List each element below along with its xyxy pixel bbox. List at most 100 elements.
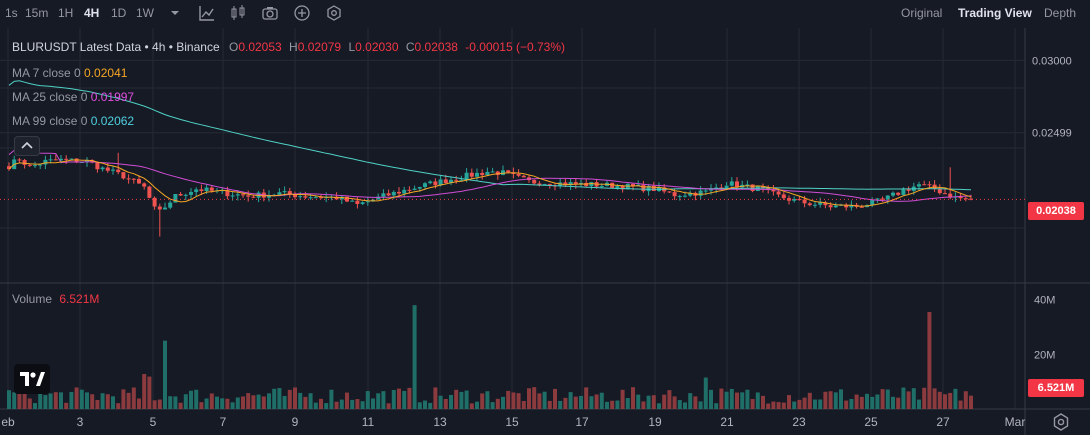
- toolbar: 1s 15m 1H 4H 1D 1W Original Trading View…: [0, 0, 1090, 28]
- interval-4h[interactable]: 4H: [84, 6, 100, 20]
- camera-icon[interactable]: [261, 4, 279, 22]
- candle-body: [402, 189, 407, 194]
- volume-bar: [740, 392, 745, 409]
- candle-body: [735, 181, 739, 188]
- candle-body: [183, 194, 188, 196]
- volume-bar: [818, 399, 823, 409]
- candle-body: [287, 191, 292, 195]
- candle-body: [485, 171, 490, 176]
- candle-body: [464, 172, 469, 180]
- volume-tick-label: 20M: [1034, 349, 1055, 361]
- volume-bar: [443, 398, 448, 409]
- ma25-label: MA 25 close 0: [12, 90, 88, 104]
- volume-bar: [272, 388, 277, 409]
- volume-bar: [74, 387, 79, 409]
- volume-bar: [163, 340, 167, 409]
- volume-bar: [823, 391, 828, 409]
- candles-icon[interactable]: [229, 4, 247, 22]
- volume-bar: [896, 397, 901, 409]
- volume-bar: [537, 393, 542, 409]
- candle-body: [298, 196, 303, 198]
- candle-body: [126, 178, 131, 180]
- volume-bar: [709, 389, 713, 409]
- candle-body: [516, 173, 521, 176]
- volume-bar: [376, 393, 381, 409]
- volume-bar: [563, 397, 568, 409]
- volume-bar: [776, 402, 781, 409]
- volume-bar: [199, 402, 204, 409]
- candle-body: [599, 185, 604, 187]
- candle-body: [506, 170, 511, 173]
- tab-depth[interactable]: Depth: [1044, 6, 1077, 20]
- time-tick-label: 15: [505, 415, 519, 429]
- interval-1d[interactable]: 1D: [111, 6, 127, 20]
- volume-bar: [651, 395, 656, 409]
- volume-bar: [839, 389, 843, 409]
- chart-title: BLURUSDT Latest Data • 4h • Binance: [12, 40, 220, 54]
- volume-bar: [875, 394, 880, 409]
- candle-body: [157, 206, 162, 210]
- candle-body: [74, 158, 79, 163]
- interval-15m[interactable]: 15m: [25, 6, 49, 20]
- indicators-icon[interactable]: [198, 4, 216, 22]
- volume-bar: [553, 388, 557, 409]
- candle-body: [880, 198, 885, 200]
- settings-hex-icon[interactable]: [325, 4, 343, 22]
- volume-bar: [568, 392, 573, 409]
- candle-body: [688, 192, 693, 196]
- volume-bar: [807, 392, 812, 409]
- candle-body: [698, 190, 703, 196]
- volume-bar: [261, 396, 266, 409]
- moving-averages: [0, 80, 1025, 207]
- volume-bar: [287, 389, 292, 409]
- ma99-line: [8, 80, 972, 191]
- add-icon[interactable]: [293, 4, 311, 22]
- change-value: -0.00015 (−0.73%): [465, 40, 566, 54]
- price-chart[interactable]: 0.03000 0.02499 40M 20M eb 3 5 7 9 11 13 15 17 19 21 23…: [0, 28, 1090, 435]
- interval-1s[interactable]: 1s: [5, 6, 18, 20]
- candles: [7, 152, 973, 237]
- candle-body: [631, 183, 635, 187]
- candle-body: [859, 206, 864, 208]
- volume-bar: [137, 398, 141, 409]
- collapse-legend-button[interactable]: [14, 136, 40, 156]
- volume-bar: [17, 393, 22, 409]
- volume-bar: [828, 391, 833, 409]
- ma7-label: MA 7 close 0: [12, 66, 81, 80]
- last-price-label: 0.02038: [1028, 202, 1084, 220]
- candle-body: [501, 170, 505, 175]
- volume-bar: [797, 399, 802, 409]
- volume-bar: [641, 401, 646, 409]
- tradingview-logo[interactable]: [14, 364, 50, 394]
- interval-1w[interactable]: 1W: [136, 6, 154, 20]
- candle-body: [792, 199, 797, 201]
- candle-body: [719, 187, 724, 189]
- volume-bar: [189, 390, 193, 409]
- volume-bar: [761, 395, 765, 409]
- volume-bar: [126, 392, 131, 409]
- open-label: O: [228, 40, 239, 54]
- candle-body: [308, 197, 313, 199]
- volume-bar: [215, 396, 219, 409]
- candle-body: [339, 196, 344, 200]
- candle-body: [906, 189, 911, 191]
- volume-bar: [241, 396, 245, 409]
- candle-body: [319, 197, 323, 199]
- chart-settings-icon[interactable]: [1050, 411, 1072, 433]
- volume-legend: Volume 6.521M: [12, 292, 99, 306]
- volume-bar: [969, 395, 973, 409]
- volume-bar: [178, 402, 183, 409]
- volume-bar: [719, 388, 724, 409]
- ma7-legend: MA 7 close 0 0.02041: [12, 66, 127, 80]
- tab-original[interactable]: Original: [901, 6, 943, 20]
- volume-bar: [516, 393, 521, 409]
- candle-body: [365, 201, 370, 203]
- interval-1h[interactable]: 1H: [58, 6, 74, 20]
- candle-body: [958, 196, 963, 199]
- chevron-down-icon[interactable]: [166, 4, 184, 22]
- ma99-value: 0.02062: [90, 114, 135, 128]
- volume-bar: [631, 387, 635, 409]
- volume-bar: [64, 402, 69, 409]
- tab-trading-view[interactable]: Trading View: [958, 6, 1032, 20]
- candle-body: [428, 181, 433, 184]
